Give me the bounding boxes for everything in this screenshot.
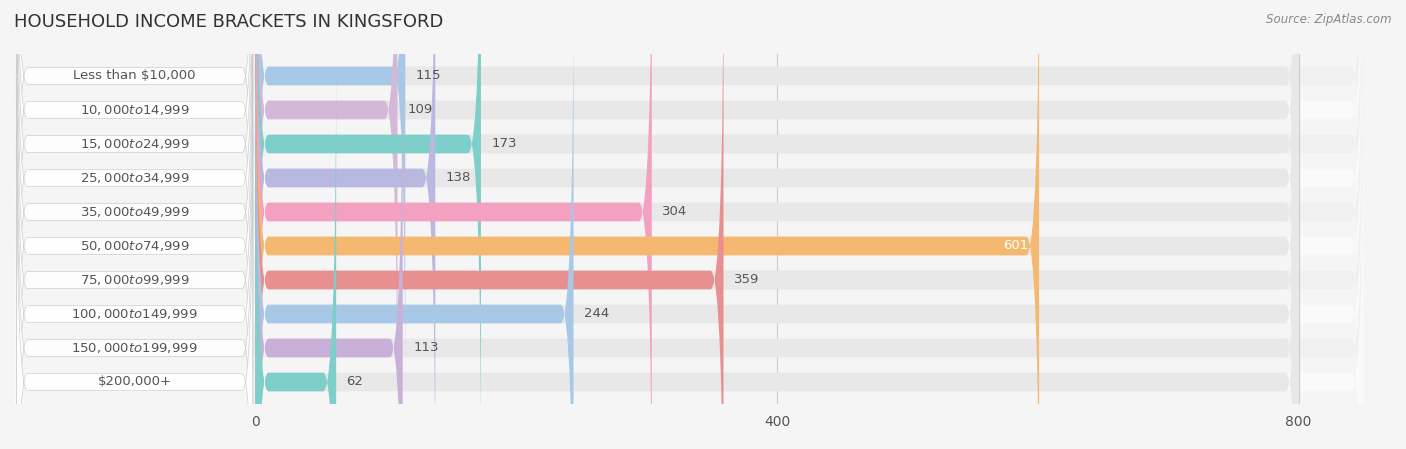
FancyBboxPatch shape bbox=[256, 0, 574, 449]
FancyBboxPatch shape bbox=[14, 0, 1364, 449]
Text: $75,000 to $99,999: $75,000 to $99,999 bbox=[80, 273, 190, 287]
FancyBboxPatch shape bbox=[17, 16, 253, 449]
FancyBboxPatch shape bbox=[14, 0, 1364, 449]
Text: $200,000+: $200,000+ bbox=[97, 375, 172, 388]
FancyBboxPatch shape bbox=[256, 51, 336, 449]
FancyBboxPatch shape bbox=[256, 0, 405, 407]
FancyBboxPatch shape bbox=[17, 0, 253, 442]
FancyBboxPatch shape bbox=[256, 0, 1299, 449]
FancyBboxPatch shape bbox=[256, 18, 402, 449]
FancyBboxPatch shape bbox=[256, 0, 724, 449]
FancyBboxPatch shape bbox=[14, 18, 1364, 449]
FancyBboxPatch shape bbox=[14, 0, 1364, 449]
Text: 113: 113 bbox=[413, 342, 439, 355]
FancyBboxPatch shape bbox=[17, 84, 253, 449]
FancyBboxPatch shape bbox=[256, 0, 481, 449]
Text: 109: 109 bbox=[408, 103, 433, 116]
Text: Source: ZipAtlas.com: Source: ZipAtlas.com bbox=[1267, 13, 1392, 26]
FancyBboxPatch shape bbox=[17, 50, 253, 449]
FancyBboxPatch shape bbox=[256, 0, 1299, 449]
FancyBboxPatch shape bbox=[256, 51, 1299, 449]
FancyBboxPatch shape bbox=[256, 0, 1299, 449]
FancyBboxPatch shape bbox=[17, 0, 253, 449]
FancyBboxPatch shape bbox=[14, 0, 1364, 449]
FancyBboxPatch shape bbox=[17, 0, 253, 449]
Text: 115: 115 bbox=[416, 70, 441, 83]
Text: $150,000 to $199,999: $150,000 to $199,999 bbox=[72, 341, 198, 355]
Text: $10,000 to $14,999: $10,000 to $14,999 bbox=[80, 103, 190, 117]
Text: Less than $10,000: Less than $10,000 bbox=[73, 70, 195, 83]
Text: 304: 304 bbox=[662, 206, 688, 219]
FancyBboxPatch shape bbox=[17, 119, 253, 449]
Text: 173: 173 bbox=[491, 137, 517, 150]
Text: $35,000 to $49,999: $35,000 to $49,999 bbox=[80, 205, 190, 219]
Text: $15,000 to $24,999: $15,000 to $24,999 bbox=[80, 137, 190, 151]
Text: 601: 601 bbox=[1004, 239, 1029, 252]
Text: $100,000 to $149,999: $100,000 to $149,999 bbox=[72, 307, 198, 321]
FancyBboxPatch shape bbox=[256, 0, 1299, 407]
FancyBboxPatch shape bbox=[14, 0, 1364, 449]
Text: $25,000 to $34,999: $25,000 to $34,999 bbox=[80, 171, 190, 185]
FancyBboxPatch shape bbox=[256, 18, 1299, 449]
FancyBboxPatch shape bbox=[256, 0, 652, 449]
FancyBboxPatch shape bbox=[14, 0, 1364, 440]
FancyBboxPatch shape bbox=[14, 51, 1364, 449]
FancyBboxPatch shape bbox=[256, 0, 398, 440]
Text: $50,000 to $74,999: $50,000 to $74,999 bbox=[80, 239, 190, 253]
Text: 359: 359 bbox=[734, 273, 759, 286]
FancyBboxPatch shape bbox=[256, 0, 1299, 449]
FancyBboxPatch shape bbox=[256, 0, 1039, 449]
FancyBboxPatch shape bbox=[17, 0, 253, 408]
FancyBboxPatch shape bbox=[17, 0, 253, 339]
Text: 244: 244 bbox=[583, 308, 609, 321]
Text: 62: 62 bbox=[347, 375, 364, 388]
Text: 138: 138 bbox=[446, 172, 471, 185]
Text: HOUSEHOLD INCOME BRACKETS IN KINGSFORD: HOUSEHOLD INCOME BRACKETS IN KINGSFORD bbox=[14, 13, 443, 31]
FancyBboxPatch shape bbox=[256, 0, 1299, 449]
FancyBboxPatch shape bbox=[14, 0, 1364, 449]
FancyBboxPatch shape bbox=[256, 0, 436, 449]
FancyBboxPatch shape bbox=[14, 0, 1364, 407]
FancyBboxPatch shape bbox=[256, 0, 1299, 449]
FancyBboxPatch shape bbox=[17, 0, 253, 374]
FancyBboxPatch shape bbox=[256, 0, 1299, 440]
